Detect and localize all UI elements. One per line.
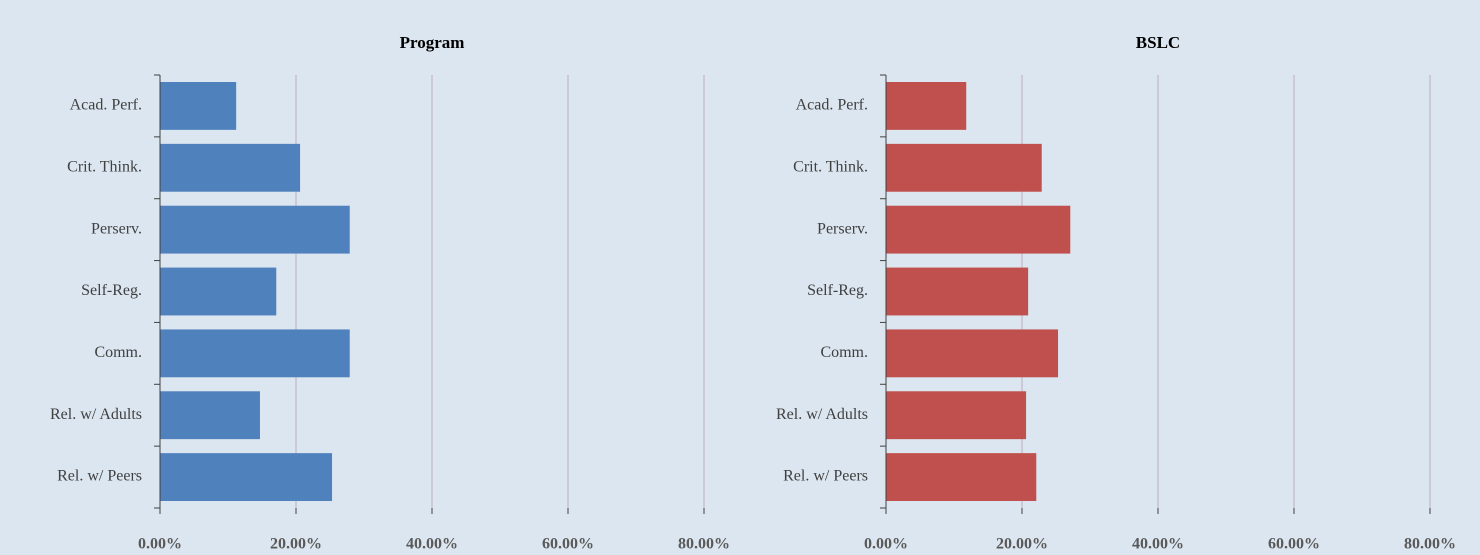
chart-title: Program (400, 33, 465, 52)
x-tick-label: 20.00% (996, 536, 1048, 553)
bar (886, 82, 967, 130)
y-tick-label: Rel. w/ Peers (57, 468, 142, 485)
x-tick-label: 80.00% (678, 536, 730, 553)
y-tick-label: Crit. Think. (793, 158, 868, 175)
bar (886, 329, 1059, 378)
x-tick-label: 60.00% (542, 536, 594, 553)
y-tick-label: Acad. Perf. (796, 97, 868, 114)
y-tick-label: Rel. w/ Adults (50, 406, 142, 423)
y-tick-label: Crit. Think. (67, 158, 142, 175)
bar (160, 82, 237, 130)
x-tick-label: 40.00% (1132, 536, 1184, 553)
y-tick-label: Rel. w/ Peers (783, 468, 868, 485)
chart-title: BSLC (1136, 33, 1180, 52)
y-tick-label: Self-Reg. (81, 282, 142, 299)
y-tick-label: Rel. w/ Adults (776, 406, 868, 423)
x-tick-label: 20.00% (270, 536, 322, 553)
x-tick-label: 60.00% (1268, 536, 1320, 553)
y-tick-label: Comm. (820, 344, 868, 361)
bar (886, 453, 1037, 501)
bar (886, 205, 1071, 254)
y-tick-label: Acad. Perf. (70, 97, 142, 114)
bar (886, 267, 1029, 316)
y-tick-label: Self-Reg. (807, 282, 868, 299)
bar (160, 143, 301, 192)
bar (160, 329, 350, 378)
x-tick-label: 0.00% (138, 536, 182, 553)
y-tick-label: Perserv. (91, 220, 142, 237)
bar (160, 205, 350, 254)
bar (160, 267, 277, 316)
x-tick-label: 0.00% (864, 536, 908, 553)
x-tick-label: 80.00% (1404, 536, 1456, 553)
y-tick-label: Comm. (94, 344, 142, 361)
bar (160, 453, 333, 501)
y-tick-label: Perserv. (817, 220, 868, 237)
bar (886, 143, 1042, 192)
x-tick-label: 40.00% (406, 536, 458, 553)
bar (886, 391, 1027, 440)
bar (160, 391, 260, 440)
